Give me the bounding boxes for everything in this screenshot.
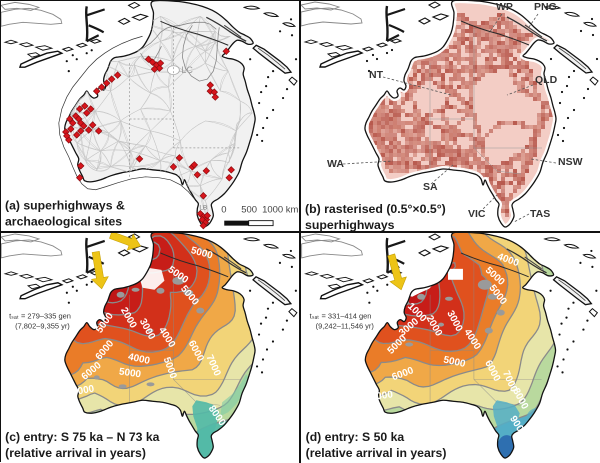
svg-text:WA: WA — [327, 158, 344, 170]
svg-text:NT: NT — [369, 69, 384, 81]
svg-text:500: 500 — [241, 205, 257, 216]
svg-text:(9,242–11,546 yr): (9,242–11,546 yr) — [316, 322, 375, 331]
svg-text:0: 0 — [221, 205, 226, 216]
svg-text:tₛₐₜ = 279–335 gen: tₛₐₜ = 279–335 gen — [9, 312, 71, 321]
svg-text:4000: 4000 — [127, 352, 151, 367]
svg-text:(7,802–9,355 yr): (7,802–9,355 yr) — [15, 322, 70, 331]
svg-text:archaeological sites: archaeological sites — [5, 215, 122, 229]
svg-text:(a) superhighways &: (a) superhighways & — [5, 199, 125, 213]
svg-text:1000 km: 1000 km — [262, 205, 298, 216]
svg-text:tₛₐₜ = 331–414 gen: tₛₐₜ = 331–414 gen — [310, 312, 372, 321]
svg-text:TAS: TAS — [530, 208, 550, 220]
svg-text:(c) entry: S 75 ka – N 73 ka: (c) entry: S 75 ka – N 73 ka — [5, 430, 160, 444]
svg-text:LB: LB — [199, 205, 207, 212]
svg-text:(relative arrival in years): (relative arrival in years) — [306, 446, 447, 460]
svg-text:NSW: NSW — [558, 156, 583, 168]
svg-text:VIC: VIC — [468, 208, 486, 220]
svg-text:PNG: PNG — [534, 1, 557, 13]
svg-text:5000: 5000 — [442, 355, 466, 370]
svg-text:(d) entry: S 50 ka: (d) entry: S 50 ka — [306, 430, 405, 444]
svg-text:7000: 7000 — [71, 383, 95, 398]
svg-text:SA: SA — [423, 181, 438, 193]
svg-text:(relative arrival in years): (relative arrival in years) — [5, 446, 146, 460]
svg-text:5000: 5000 — [118, 366, 142, 380]
svg-text:WP: WP — [496, 1, 513, 13]
svg-text:(b) rasterised (0.5°×0.5°): (b) rasterised (0.5°×0.5°) — [305, 202, 446, 216]
svg-text:QLD: QLD — [535, 74, 558, 86]
svg-text:7000: 7000 — [370, 389, 394, 403]
svg-text:superhighways: superhighways — [305, 218, 395, 232]
svg-text:LC: LC — [181, 65, 193, 75]
